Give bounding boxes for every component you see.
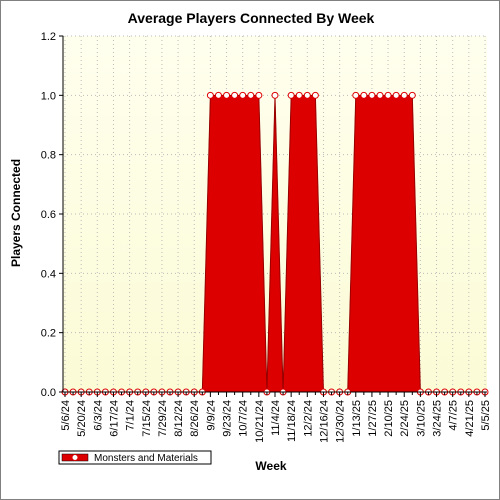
x-tick-label: 1/27/25 [367,400,379,437]
data-point [376,91,384,99]
x-tick-label: 3/24/25 [432,400,444,437]
data-point [368,91,376,99]
y-tick-labels: 0.0 0.2 0.4 0.6 0.8 1.0 1.2 [41,31,56,399]
y-tick-label: 0.6 [41,209,56,221]
data-point [239,91,247,99]
data-point [223,91,231,99]
data-point [392,91,400,99]
data-point [247,91,255,99]
x-tick-label: 7/15/24 [141,400,153,437]
x-tick-label: 3/10/25 [415,400,427,437]
y-tick-label: 1.2 [41,31,56,43]
data-point [303,91,311,99]
x-tick-labels: 5/6/24 5/20/24 6/3/24 6/17/24 7/1/24 7/15/24 7… [60,400,492,443]
x-tick-label: 10/7/24 [238,400,250,437]
data-point [287,91,295,99]
x-tick-label: 8/12/24 [173,400,185,437]
y-tick-label: 0.0 [41,387,56,399]
data-point [231,91,239,99]
x-tick-label: 5/5/25 [480,400,492,431]
x-tick-label: 6/17/24 [108,400,120,437]
legend-label: Monsters and Materials [94,453,198,464]
x-tick-label: 12/16/24 [318,400,330,443]
x-tick-label: 10/21/24 [254,400,266,443]
legend: Monsters and Materials [58,450,212,465]
x-axis-label: Week [255,459,286,473]
chart-title: Average Players Connected By Week [128,10,375,26]
y-axis-label: Players Connected [9,159,23,267]
x-tick-label: 12/2/24 [302,400,314,437]
data-point [271,91,279,99]
x-tick-label: 1/13/25 [351,400,363,437]
y-tick-label: 0.2 [41,328,56,340]
data-point [214,91,222,99]
x-tick-label: 4/21/25 [464,400,476,437]
x-tick-label: 2/24/25 [399,400,411,437]
x-tick-label: 7/1/24 [125,400,137,431]
data-point [400,91,408,99]
x-tick-label: 9/9/24 [205,400,217,431]
data-point [255,91,263,99]
data-point [206,91,214,99]
y-tick-label: 1.0 [41,90,56,102]
x-tick-label: 2/10/25 [383,400,395,437]
axis-layer [59,35,487,397]
x-tick-label: 4/7/25 [448,400,460,431]
legend-box [58,450,212,465]
y-tick-label: 0.4 [41,268,56,280]
x-tick-label: 5/6/24 [60,400,72,431]
x-tick-label: 9/23/24 [222,400,234,437]
x-tick-label: 11/4/24 [270,400,282,436]
x-tick-label: 6/3/24 [92,400,104,431]
x-tick-label: 7/29/24 [157,400,169,437]
x-tick-label: 8/26/24 [189,400,201,437]
data-point [311,91,319,99]
x-tick-label: 11/18/24 [286,400,298,442]
x-tick-label: 12/30/24 [335,400,347,443]
data-point [360,91,368,99]
y-tick-label: 0.8 [41,150,56,162]
data-point [295,91,303,99]
data-point [408,91,416,99]
legend-marker [71,454,79,461]
x-tick-label: 5/20/24 [76,400,88,437]
data-point [384,91,392,99]
data-point [352,91,360,99]
